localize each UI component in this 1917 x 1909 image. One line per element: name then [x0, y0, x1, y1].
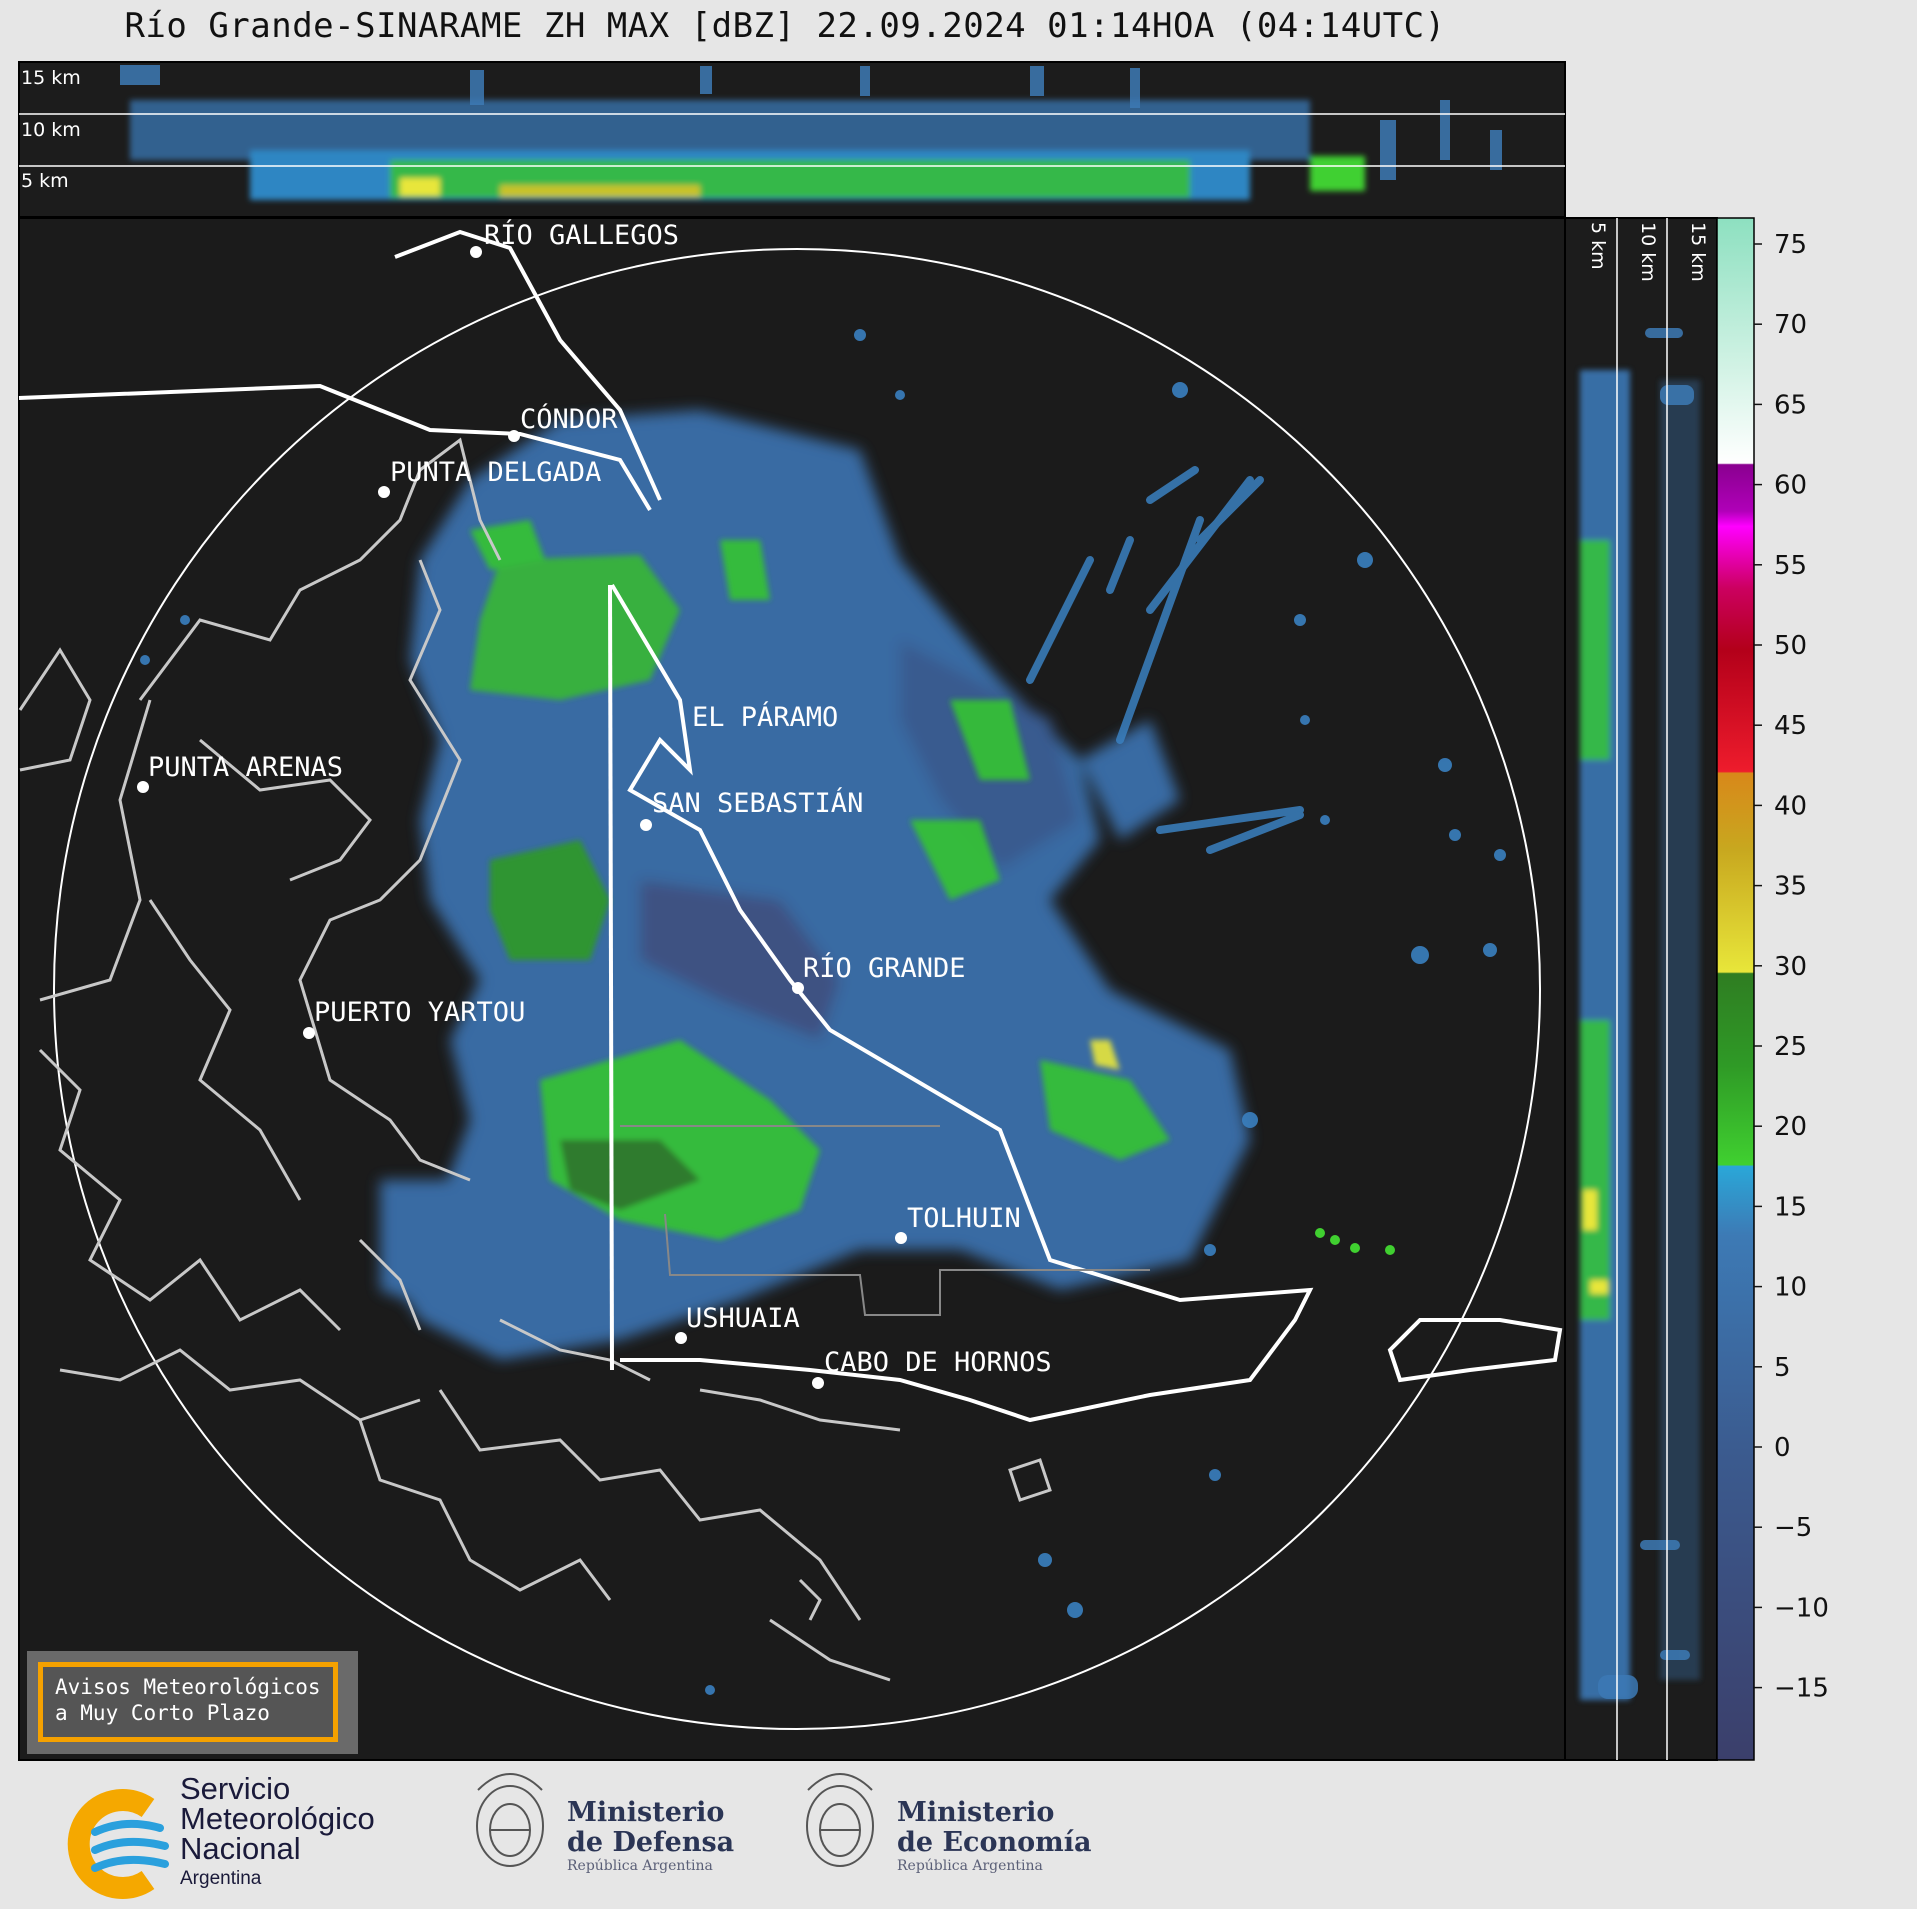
smn-line-2: Meteorológico [180, 1801, 375, 1836]
side-label-10km: 10 km [1637, 222, 1659, 282]
range-ring [53, 248, 1541, 1730]
svg-text:USHUAIA: USHUAIA [686, 1303, 800, 1334]
svg-text:RÍO GRANDE: RÍO GRANDE [803, 952, 966, 984]
side-cross-section: 5 km 10 km 15 km [1564, 217, 1718, 1761]
colorbar-tick-label: 10 [1774, 1273, 1807, 1303]
colorbar-tick-label: 45 [1774, 711, 1807, 741]
svg-text:PUNTA ARENAS: PUNTA ARENAS [148, 752, 343, 783]
economia-line-1: Ministerio [897, 1797, 1055, 1828]
colorbar-tick-label: 0 [1774, 1433, 1791, 1463]
smn-line-1: Servicio [180, 1771, 291, 1806]
top-label-5km: 5 km [21, 170, 69, 192]
svg-text:RÍO GALLEGOS: RÍO GALLEGOS [484, 219, 679, 251]
smn-logo-mark [67, 1789, 169, 1899]
radar-map: RÍO GALLEGOS CÓNDOR PUNTA DELGADA EL PÁR… [18, 217, 1566, 1761]
notice-line-2: a Muy Corto Plazo [55, 1701, 270, 1725]
city-punta-delgada: PUNTA DELGADA [378, 457, 601, 498]
borders [18, 229, 1563, 1423]
svg-text:EL PÁRAMO: EL PÁRAMO [692, 701, 838, 733]
colorbar-tick-label: 60 [1774, 471, 1807, 501]
colorbar-tick-label: 15 [1774, 1192, 1807, 1222]
city-el-paramo: EL PÁRAMO [692, 701, 838, 733]
map-title: Río Grande-SINARAME ZH MAX [dBZ] 22.09.2… [124, 6, 1446, 46]
colorbar-tick-label: 70 [1774, 310, 1807, 340]
city-san-sebastian: SAN SEBASTIÁN [640, 787, 863, 831]
defensa-line-2: de Defensa [567, 1827, 735, 1858]
notice-line-1: Avisos Meteorológicos [55, 1675, 321, 1699]
city-condor: CÓNDOR [508, 403, 618, 442]
side-label-5km: 5 km [1587, 222, 1609, 270]
city-rio-gallegos: RÍO GALLEGOS [470, 219, 679, 258]
colorbar-scale [1716, 217, 1755, 1761]
defensa-line-1: Ministerio [567, 1797, 725, 1828]
colorbar-tick-label: 35 [1774, 872, 1807, 902]
svg-text:SAN SEBASTIÁN: SAN SEBASTIÁN [652, 787, 863, 819]
reflectivity-field [140, 329, 1506, 1695]
coat-of-arms-defensa [476, 1773, 544, 1867]
side-label-15km: 15 km [1687, 222, 1709, 282]
top-label-15km: 15 km [21, 67, 81, 89]
top-cross-section: 15 km 10 km 5 km [18, 61, 1566, 218]
colorbar-tick-label: −5 [1774, 1513, 1812, 1543]
economia-line-2: de Economía [897, 1827, 1092, 1858]
top-label-10km: 10 km [21, 119, 81, 141]
colorbar-tick-label: 65 [1774, 390, 1807, 420]
colorbar-tick-label: 20 [1774, 1112, 1807, 1142]
svg-text:CABO DE HORNOS: CABO DE HORNOS [824, 1347, 1052, 1378]
colorbar-tick-label: 75 [1774, 230, 1807, 260]
colorbar-tick-label: 5 [1774, 1353, 1791, 1383]
economia-sub: República Argentina [897, 1858, 1043, 1874]
smn-line-3: Nacional [180, 1831, 301, 1866]
svg-text:TOLHUIN: TOLHUIN [907, 1203, 1021, 1234]
colorbar-tick-label: −10 [1774, 1593, 1829, 1623]
svg-text:PUERTO YARTOU: PUERTO YARTOU [314, 997, 525, 1028]
city-ushuaia: USHUAIA [675, 1303, 800, 1344]
defensa-logo-text: Ministerio de Defensa República Argentin… [567, 1797, 735, 1875]
coastlines [18, 437, 1052, 1682]
city-tolhuin: TOLHUIN [895, 1203, 1021, 1244]
province-lines [620, 1125, 1150, 1316]
notice-box[interactable]: Avisos Meteorológicos a Muy Corto Plazo [38, 1662, 338, 1742]
coat-of-arms-economia [806, 1773, 874, 1867]
city-puerto-yartou: PUERTO YARTOU [303, 997, 525, 1039]
city-rio-grande: RÍO GRANDE [792, 952, 966, 994]
svg-text:CÓNDOR: CÓNDOR [520, 403, 618, 435]
city-markers: RÍO GALLEGOS CÓNDOR PUNTA DELGADA EL PÁR… [137, 219, 1052, 1389]
colorbar-tick-label: 40 [1774, 791, 1807, 821]
city-punta-arenas: PUNTA ARENAS [137, 752, 343, 793]
colorbar-tick-label: 55 [1774, 551, 1807, 581]
colorbar-tick-label: −15 [1774, 1674, 1829, 1704]
smn-logo-text: Servicio Meteorológico Nacional Argentin… [180, 1771, 375, 1894]
svg-text:PUNTA DELGADA: PUNTA DELGADA [390, 457, 601, 488]
defensa-sub: República Argentina [567, 1858, 713, 1874]
smn-line-4: Argentina [180, 1868, 262, 1889]
economia-logo-text: Ministerio de Economía República Argenti… [897, 1797, 1092, 1875]
city-cabo-de-hornos: CABO DE HORNOS [812, 1347, 1052, 1389]
colorbar-tick-label: 30 [1774, 952, 1807, 982]
colorbar-tick-label: 25 [1774, 1032, 1807, 1062]
colorbar-tick-label: 50 [1774, 631, 1807, 661]
